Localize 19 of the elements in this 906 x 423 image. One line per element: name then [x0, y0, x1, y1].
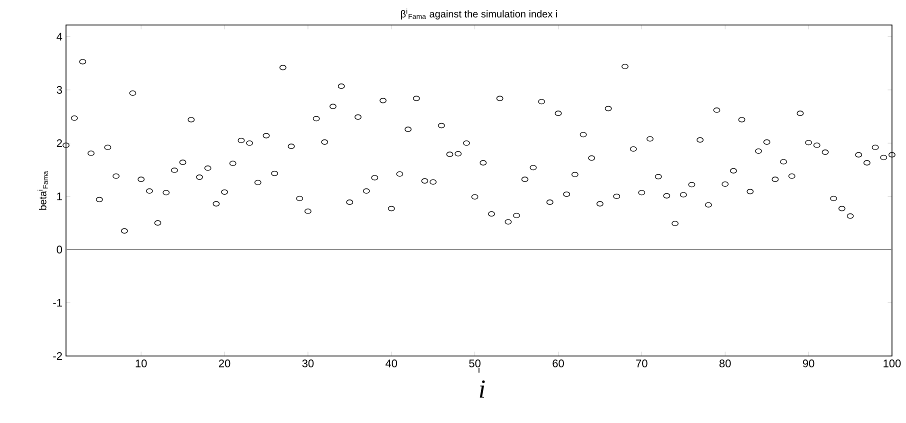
text: i — [480, 380, 485, 398]
x-tick-label: 30 — [302, 360, 314, 368]
chart-title: β$^{i}$$_{Fama}$ against the simulation index i — [400, 8, 557, 20]
y-tick-label: 0 — [56, 246, 62, 254]
x-tick-label: 40 — [386, 360, 398, 368]
x-tick-label: 80 — [719, 360, 731, 368]
x-tick-label: 70 — [636, 360, 648, 368]
y-tick-label: 3 — [56, 86, 62, 94]
y-tick-label: -1 — [53, 298, 62, 307]
x-tick-label: 50 — [469, 360, 480, 368]
x-tick-label: 100 — [884, 360, 901, 368]
x-tick-label: 20 — [218, 360, 230, 368]
y-tick-label: 1 — [57, 192, 62, 200]
x-tick-label: 10 — [136, 360, 147, 368]
y-tick-label: -2 — [53, 352, 62, 360]
x-tick-label: 90 — [802, 360, 814, 368]
y-tick-label: 4 — [56, 32, 62, 40]
y-tick-label: 2 — [56, 139, 62, 147]
x-tick-label: 60 — [552, 360, 564, 368]
